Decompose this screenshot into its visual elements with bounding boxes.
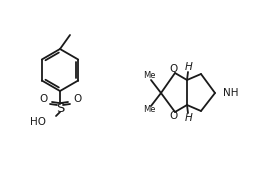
Text: O: O xyxy=(170,64,178,74)
Text: O: O xyxy=(73,94,81,104)
Text: O: O xyxy=(170,111,178,121)
Text: S: S xyxy=(56,101,64,115)
Text: Me: Me xyxy=(143,106,155,115)
Text: HO: HO xyxy=(30,117,46,127)
Text: H: H xyxy=(185,113,193,123)
Text: NH: NH xyxy=(223,88,239,98)
Text: H: H xyxy=(185,62,193,72)
Text: O: O xyxy=(39,94,47,104)
Text: Me: Me xyxy=(143,72,155,81)
